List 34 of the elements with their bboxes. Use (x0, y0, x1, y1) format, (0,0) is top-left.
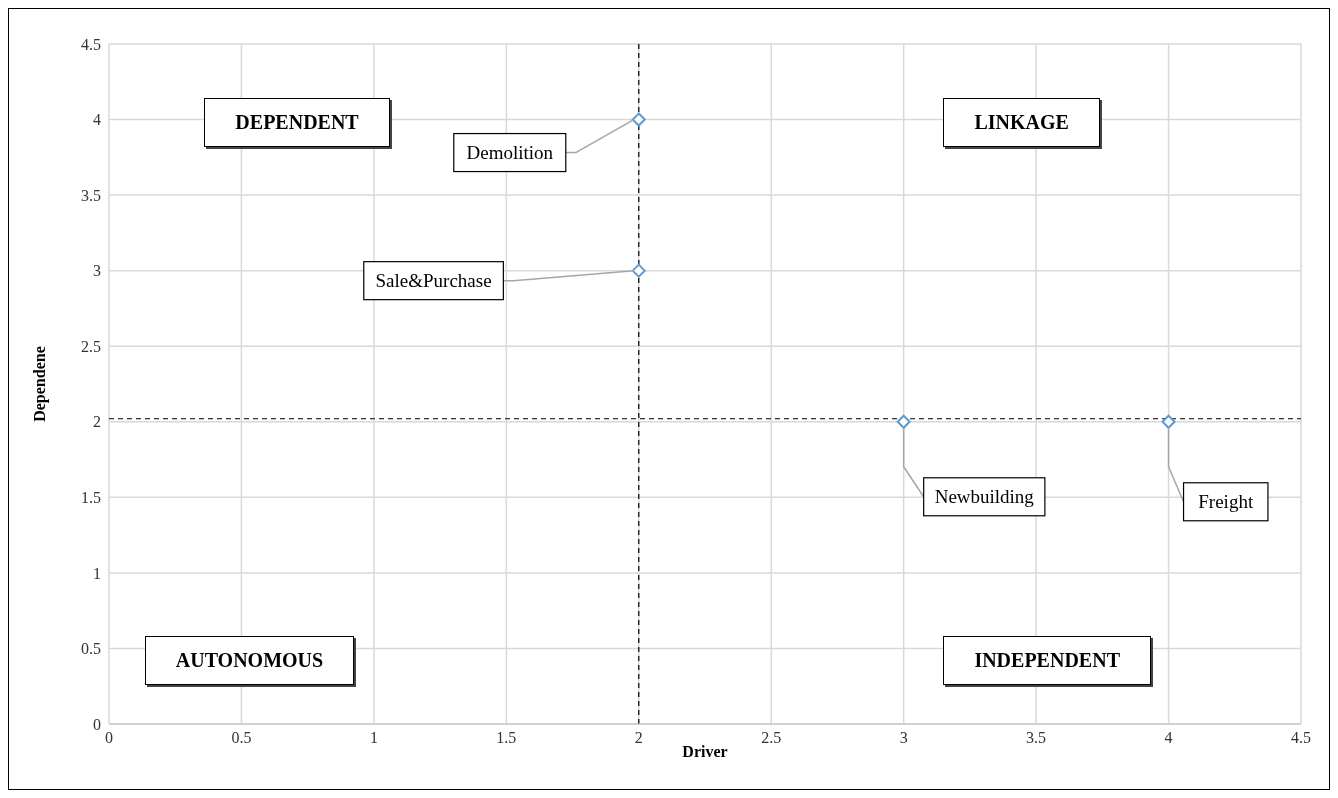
y-tick-label: 3 (93, 262, 101, 280)
y-tick-label: 2.5 (81, 337, 101, 355)
y-tick-label: 1 (93, 564, 101, 582)
annotation: Sale&Purchase (375, 269, 492, 291)
x-tick-label: 0 (105, 729, 113, 747)
annotation: INDEPENDENT (943, 635, 1151, 685)
annotation: Freight (1198, 490, 1254, 512)
annotation: AUTONOMOUS (144, 635, 355, 685)
x-tick-label: 1 (369, 729, 378, 747)
y-tick-label: 1.5 (81, 489, 101, 507)
x-tick-label: 3.5 (1026, 729, 1047, 747)
point (631, 112, 646, 127)
x-tick-label: 2 (634, 729, 643, 747)
y-tick-label: 0.5 (81, 640, 101, 658)
x-tick-label: 3 (899, 729, 908, 747)
y-tick-label: 4.5 (81, 35, 101, 53)
annotation: Demolition (466, 141, 554, 163)
y-tick-label: 4 (93, 111, 101, 129)
x-tick-label: 0.5 (231, 729, 252, 747)
x-tick-label: 4 (1164, 729, 1173, 747)
annotation: DEPENDENT (204, 98, 390, 148)
point (631, 263, 646, 278)
x-tick-label: 4.5 (1291, 729, 1311, 747)
x-axis-title: Driver (682, 743, 728, 760)
y-axis-title: Dependene (30, 346, 49, 422)
point (896, 414, 911, 429)
x-tick-label: 1.5 (496, 729, 517, 747)
x-tick-label: 2.5 (761, 729, 782, 747)
point (1161, 414, 1176, 429)
y-tick-label: 2 (93, 413, 101, 431)
y-tick-label: 3.5 (81, 186, 101, 204)
y-tick-label: 0 (93, 715, 101, 733)
annotation: Newbuilding (934, 485, 1035, 507)
annotation: LINKAGE (943, 98, 1100, 148)
